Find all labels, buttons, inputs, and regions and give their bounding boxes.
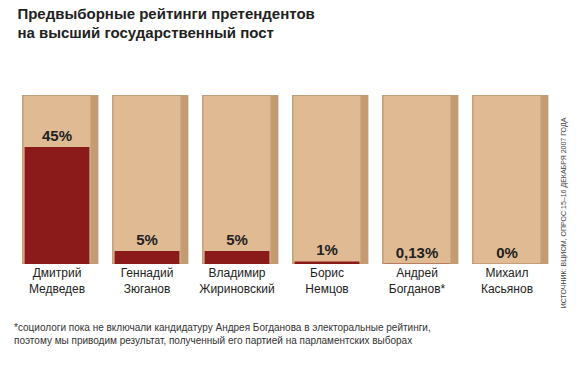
svg-text:0%: 0%: [496, 244, 518, 261]
svg-text:1%: 1%: [316, 241, 338, 258]
svg-text:МихаилКасьянов: МихаилКасьянов: [481, 266, 533, 296]
svg-text:*социологи пока не включали ка: *социологи пока не включали кандидатуру …: [14, 322, 431, 346]
svg-text:Предвыборные рейтинги претенде: Предвыборные рейтинги претендентовна выс…: [17, 5, 314, 42]
svg-text:ДмитрийМедведев: ДмитрийМедведев: [29, 266, 85, 296]
svg-text:45%: 45%: [42, 127, 72, 144]
svg-text:БорисНемцов: БорисНемцов: [305, 266, 348, 296]
svg-text:5%: 5%: [136, 231, 158, 248]
svg-text:АндрейБогданов*: АндрейБогданов*: [389, 266, 446, 296]
svg-text:5%: 5%: [226, 231, 248, 248]
svg-text:ВладимирЖириновский: ВладимирЖириновский: [199, 266, 274, 296]
svg-text:ИСТОЧНИК: ВЦИОМ, ОПРОС 15–16 Д: ИСТОЧНИК: ВЦИОМ, ОПРОС 15–16 ДЕКАБРЯ 200…: [560, 117, 568, 308]
svg-text:ГеннадийЗюганов: ГеннадийЗюганов: [121, 266, 174, 296]
svg-text:0,13%: 0,13%: [396, 244, 439, 261]
